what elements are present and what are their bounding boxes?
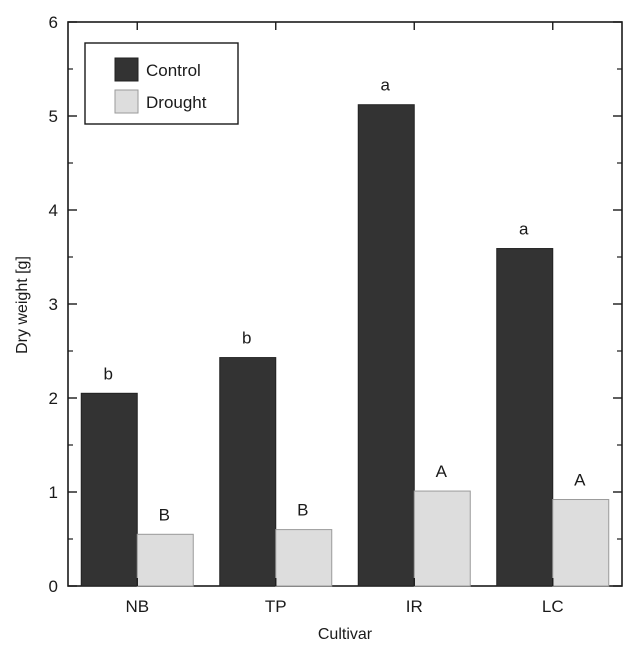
legend: Control Drought xyxy=(84,42,239,125)
significance-letter: b xyxy=(242,329,251,348)
significance-letter: B xyxy=(297,501,308,520)
y-axis: 0 1 2 3 4 5 6 xyxy=(49,13,622,596)
y-axis-title: Dry weight [g] xyxy=(14,256,31,354)
y-tick-label: 4 xyxy=(49,201,58,220)
significance-letter: a xyxy=(519,220,529,239)
legend-label-drought: Drought xyxy=(146,93,207,112)
y-tick-label: 5 xyxy=(49,107,58,126)
significance-letter: A xyxy=(436,462,448,481)
bar-control-tp xyxy=(219,357,277,587)
bar-drought-lc xyxy=(552,499,610,587)
bar-drought-tp xyxy=(275,529,333,587)
significance-letter: a xyxy=(381,76,391,95)
x-tick-label: LC xyxy=(542,597,564,616)
bar-control-lc xyxy=(496,248,554,587)
bar-control-ir xyxy=(357,104,415,587)
x-axis: NB TP IR LC xyxy=(125,22,564,616)
bar-control-nb xyxy=(80,392,138,587)
y-tick-label: 3 xyxy=(49,295,58,314)
x-tick-label: NB xyxy=(125,597,149,616)
bar-drought-ir xyxy=(413,490,471,587)
x-tick-label: TP xyxy=(265,597,287,616)
legend-box xyxy=(84,42,239,125)
y-tick-label: 6 xyxy=(49,13,58,32)
x-tick-label: IR xyxy=(406,597,423,616)
legend-swatch-control xyxy=(114,57,139,82)
significance-letter: A xyxy=(574,471,586,490)
significance-labels: b Bb Ba Aa A xyxy=(104,76,587,525)
x-axis-title: Cultivar xyxy=(318,626,373,643)
legend-swatch-drought xyxy=(114,89,139,114)
significance-letter: b xyxy=(104,364,113,383)
y-tick-label: 0 xyxy=(49,577,58,596)
bar-group xyxy=(80,104,610,587)
legend-label-control: Control xyxy=(146,61,201,80)
bar-drought-nb xyxy=(136,533,194,587)
significance-letter: B xyxy=(159,505,170,524)
y-tick-label: 1 xyxy=(49,483,58,502)
y-tick-label: 2 xyxy=(49,389,58,408)
